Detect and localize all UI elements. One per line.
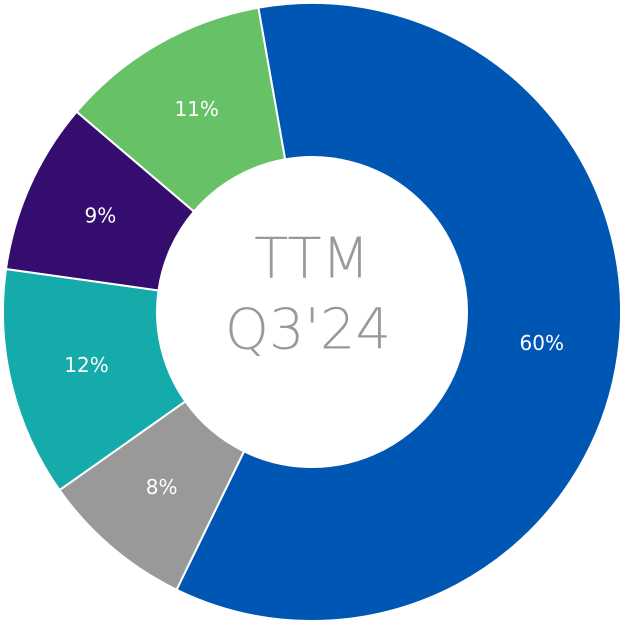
- value-label: 8%: [146, 475, 178, 499]
- center-text: Q3'24: [225, 297, 391, 362]
- value-label: 60%: [520, 331, 564, 355]
- value-label: 11%: [174, 97, 218, 121]
- center-text: TTM: [254, 226, 370, 291]
- value-label: 12%: [64, 353, 108, 377]
- slice: [75, 6, 287, 213]
- slice: [175, 2, 620, 620]
- value-label: 9%: [85, 203, 117, 227]
